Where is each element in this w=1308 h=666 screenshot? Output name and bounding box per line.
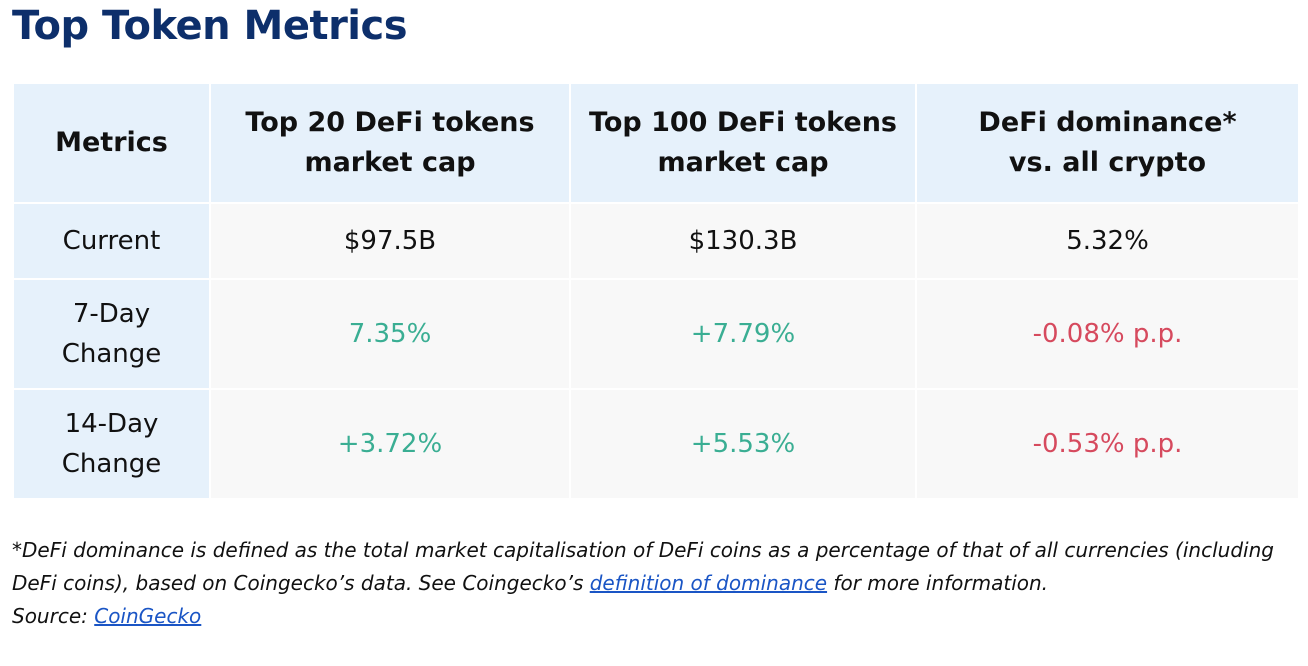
- cell-top20-7day: 7.35%: [209, 278, 571, 390]
- cell-dominance-7day: -0.08% p.p.: [915, 278, 1300, 390]
- header-dominance-line1: DeFi dominance*: [978, 107, 1237, 138]
- header-metrics: Metrics: [12, 82, 211, 204]
- footnote-text-end: for more information.: [827, 571, 1049, 595]
- row-label-14day: 14-Day Change: [12, 388, 211, 500]
- cell-top20-14day: +3.72%: [209, 388, 571, 500]
- row-label-text: Change: [61, 449, 162, 479]
- table-row-current: Current $97.5B $130.3B 5.32%: [12, 202, 1300, 280]
- row-label-text: Change: [61, 339, 162, 369]
- page-title: Top Token Metrics: [12, 3, 408, 49]
- header-dominance: DeFi dominance* vs. all crypto: [915, 82, 1300, 204]
- header-top20-line1: Top 20 DeFi tokens: [245, 107, 535, 138]
- row-label-7day: 7-Day Change: [12, 278, 211, 390]
- table-row-7day: 7-Day Change 7.35% +7.79% -0.08% p.p.: [12, 278, 1300, 390]
- cell-top100-current: $130.3B: [569, 202, 917, 280]
- header-top20: Top 20 DeFi tokens market cap: [209, 82, 571, 204]
- row-label-text: 7-Day: [72, 299, 151, 329]
- header-metrics-label: Metrics: [55, 127, 168, 158]
- cell-dominance-14day: -0.53% p.p.: [915, 388, 1300, 500]
- cell-dominance-current: 5.32%: [915, 202, 1300, 280]
- header-top100-line1: Top 100 DeFi tokens: [589, 107, 897, 138]
- row-label-text: 14-Day: [64, 409, 159, 439]
- cell-top100-14day: +5.53%: [569, 388, 917, 500]
- source-label: Source:: [12, 604, 95, 628]
- footnote: *DeFi dominance is defined as the total …: [12, 534, 1298, 633]
- footnote-text: *DeFi dominance is defined as the total …: [12, 538, 1274, 595]
- cell-top20-current: $97.5B: [209, 202, 571, 280]
- row-label-current: Current: [12, 202, 211, 280]
- row-label-text: Current: [62, 226, 161, 256]
- metrics-table: Metrics Top 20 DeFi tokens market cap To…: [12, 82, 1300, 500]
- table-row-14day: 14-Day Change +3.72% +5.53% -0.53% p.p.: [12, 388, 1300, 500]
- dominance-definition-link[interactable]: definition of dominance: [589, 571, 828, 595]
- source-link[interactable]: CoinGecko: [94, 604, 202, 628]
- cell-top100-7day: +7.79%: [569, 278, 917, 390]
- header-dominance-line2: vs. all crypto: [1008, 147, 1207, 178]
- header-top20-line2: market cap: [304, 147, 476, 178]
- header-top100: Top 100 DeFi tokens market cap: [569, 82, 917, 204]
- header-row: Metrics Top 20 DeFi tokens market cap To…: [12, 82, 1300, 204]
- header-top100-line2: market cap: [657, 147, 829, 178]
